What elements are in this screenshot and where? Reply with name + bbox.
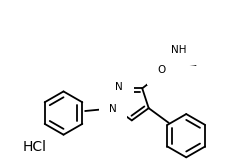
Text: N: N xyxy=(109,104,117,114)
Text: NH: NH xyxy=(171,45,187,55)
Text: N: N xyxy=(115,82,123,92)
Text: HCl: HCl xyxy=(23,140,47,154)
Text: O: O xyxy=(158,65,166,75)
